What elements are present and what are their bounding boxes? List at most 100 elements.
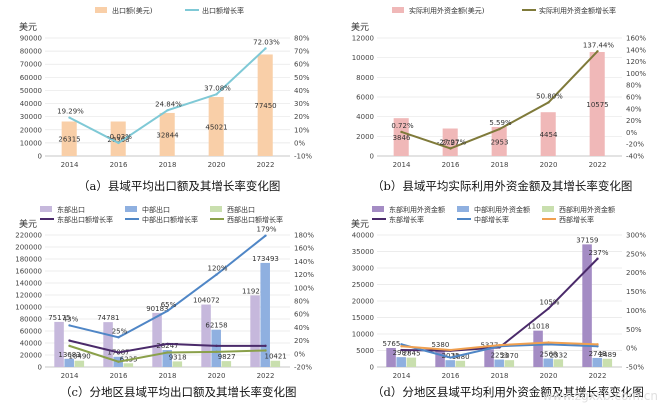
legend-label: 实际利用外资金额(美元): [409, 6, 485, 15]
line-point: [166, 351, 169, 354]
y-right-tick-label: 0%: [626, 129, 637, 137]
y-left-tick-label: 50000: [20, 87, 42, 95]
legend-item: 东部利用外资金额: [372, 205, 445, 214]
chart-svg: 0 5000 10000 15000 20000 25000 30000 35000 40000…: [351, 205, 646, 380]
y-left-tick-label: 5000: [356, 347, 374, 355]
line-value-label: 43%: [63, 315, 79, 323]
bar-value-label: 2953: [491, 138, 509, 146]
legend-label: 中部利用外资金额: [474, 205, 530, 214]
y-right-tick-label: 100%: [626, 70, 646, 78]
bar: [386, 347, 396, 367]
y-left-tick-label: 12000: [352, 35, 374, 43]
caption-d: （d）分地区县域平均利用外资金额及其增长率变化图: [372, 385, 644, 399]
line-value-label: 37.08%: [204, 84, 231, 92]
line-point: [449, 348, 452, 352]
bar: [484, 349, 494, 367]
y-right-tick-label: 20%: [294, 113, 310, 121]
y-left-tick-label: 60000: [20, 328, 42, 336]
x-tick-label: 2022: [257, 372, 275, 380]
y-left-tick-label: 15000: [352, 314, 374, 322]
x-tick-label: 2016: [110, 161, 128, 169]
bar-value-label: 74781: [97, 314, 119, 322]
y-right-tick-label: 40%: [294, 87, 310, 95]
y-left-tick-label: 10000: [20, 139, 42, 147]
y-left-tick-label: 30000: [20, 113, 42, 121]
legend-label: 中部出口: [142, 205, 170, 214]
bar-value-label: 2845: [403, 350, 421, 358]
bar: [74, 360, 85, 367]
bar: [491, 126, 507, 156]
bar: [211, 329, 221, 367]
bar: [435, 349, 445, 367]
line-point: [68, 116, 71, 119]
bar-value-label: 62158: [205, 322, 227, 330]
legend-label: 东部出口: [57, 205, 85, 214]
chart-panel-a: 0 10000 20000 30000 40000 50000 60000 70000 8000…: [0, 0, 332, 200]
y-left-tick-label: 10000: [352, 331, 374, 339]
bar: [445, 360, 455, 367]
bar-value-label: 2797: [442, 139, 460, 147]
bar-value-label: 10421: [264, 353, 286, 361]
y-right-tick-label: 50%: [294, 74, 310, 82]
line-point: [498, 127, 501, 131]
bar: [123, 363, 134, 367]
legend-swatch: [210, 206, 222, 212]
bar: [54, 321, 64, 367]
line-point: [215, 350, 218, 354]
chart-svg: 0 2000 4000 6000 8000 10000 12000 -40% -20% 0% 20%…: [351, 6, 646, 169]
legend-item: 实际利用外资金额(美元): [392, 6, 485, 15]
line-point: [215, 344, 218, 348]
y-right-tick-label: 40%: [294, 324, 310, 332]
x-tick-label: 2022: [589, 372, 607, 380]
x-tick-label: 2022: [589, 161, 607, 169]
bar: [162, 350, 172, 367]
line-point: [400, 345, 403, 348]
line-point: [117, 360, 120, 363]
legend-label: 东部利用外资金额: [389, 205, 445, 214]
legend-item: 出口额(美元): [95, 6, 153, 15]
legend-item: 中部增长率: [457, 215, 509, 224]
x-tick-label: 2016: [442, 372, 460, 380]
bar-value-label: 2987: [393, 349, 411, 357]
y-left-tick-label: 30000: [352, 265, 374, 273]
y-right-tick-label: 80%: [626, 82, 642, 90]
y-left-tick-label: 40000: [20, 100, 42, 108]
x-tick-label: 2018: [491, 161, 509, 169]
x-tick-label: 2022: [257, 161, 275, 169]
y-left-tick-label: 140000: [15, 280, 42, 288]
y-left-tick-label: 2000: [356, 133, 374, 141]
bar: [504, 360, 515, 367]
y-right-tick-label: 80%: [294, 35, 310, 43]
legend-swatch: [95, 7, 107, 13]
line-point: [68, 344, 71, 348]
x-tick-label: 2014: [61, 372, 79, 380]
legend-item: 中部出口: [125, 205, 170, 214]
y-left-tick-label: 10000: [352, 54, 374, 62]
x-tick-label: 2018: [491, 372, 509, 380]
chart-svg: 0 20000 40000 60000 80000 100000 120000 140000 1…: [15, 205, 314, 380]
line-point: [117, 336, 120, 339]
line-value-label: 72.03%: [253, 38, 280, 46]
line-point: [400, 130, 403, 134]
bar-value-label: 45021: [205, 123, 227, 131]
line-point: [166, 109, 169, 112]
bar-value-label: 28247: [156, 342, 178, 350]
bar: [393, 118, 409, 156]
bar-value-label: 2332: [550, 351, 568, 359]
y-left-tick-label: 20000: [20, 126, 42, 134]
line-value-label: 5.59%: [489, 119, 512, 127]
y-axis-unit: 美元: [19, 21, 37, 33]
y-left-tick-label: 200000: [15, 244, 42, 252]
bar: [103, 322, 113, 367]
y-right-tick-label: -20%: [626, 141, 644, 149]
watermark: www.zgxxb.com.cn: [542, 389, 658, 403]
line-point: [547, 307, 550, 310]
bar: [260, 262, 270, 367]
y-left-tick-label: 60000: [20, 74, 42, 82]
legend-label: 出口额(美元): [112, 6, 153, 15]
y-left-tick-label: 8000: [356, 74, 374, 82]
legend-item: 实际利用外资金额增长率: [522, 6, 616, 15]
y-left-tick-label: 20000: [20, 352, 42, 360]
y-left-tick-label: 0: [370, 153, 374, 161]
